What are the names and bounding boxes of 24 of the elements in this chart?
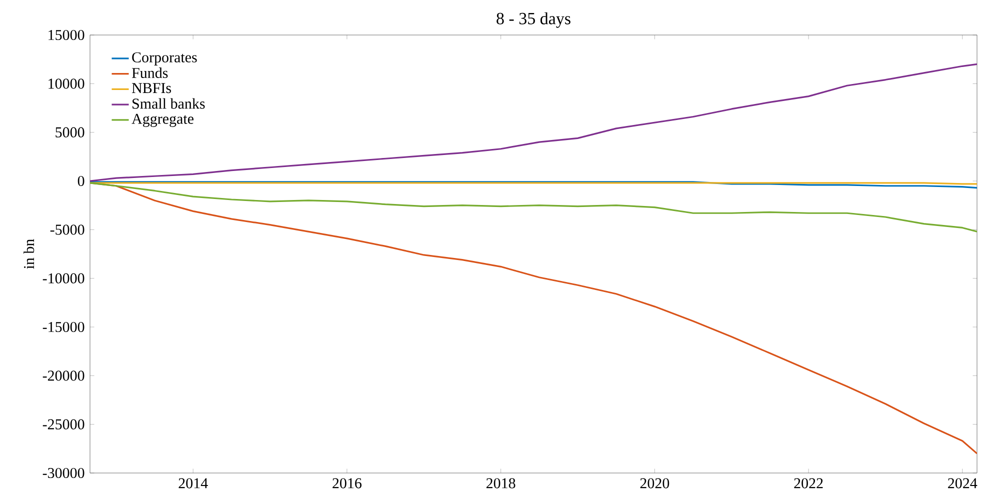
y-axis-title: in bn	[24, 239, 34, 269]
y-tick-label: 0	[78, 176, 84, 186]
y-tick-label: -30000	[42, 468, 84, 478]
line-series	[90, 182, 978, 232]
y-tick-label: 15000	[48, 30, 84, 40]
x-tick-label: 2024	[948, 478, 978, 488]
y-tick-label: 10000	[48, 78, 84, 89]
x-tick-label: 2018	[486, 478, 516, 488]
legend-label: Aggregate	[132, 114, 194, 127]
legend-label: Small banks	[132, 98, 205, 109]
x-tick-label: 2016	[332, 478, 362, 488]
chart-title: 8 - 35 days	[496, 12, 570, 28]
y-tick-label: -15000	[42, 322, 84, 332]
x-tick-label: 2014	[178, 478, 208, 488]
legend-label: NBFIs	[132, 83, 171, 94]
y-tick-label: 5000	[56, 127, 84, 138]
x-tick-label: 2022	[794, 478, 823, 488]
y-tick-label: -25000	[42, 419, 84, 430]
y-tick-label: -20000	[42, 370, 84, 381]
legend-label: Corporates	[132, 52, 197, 66]
x-tick-label: 2020	[640, 478, 670, 488]
legend-label: Funds	[132, 67, 168, 78]
y-tick-label: -10000	[42, 273, 84, 284]
y-tick-label: -5000	[50, 224, 84, 235]
